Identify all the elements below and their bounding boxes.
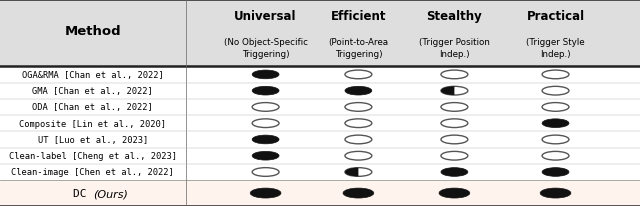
Wedge shape: [441, 87, 454, 96]
Circle shape: [345, 168, 372, 177]
Bar: [0, 180, 640, 206]
Text: (Trigger Style
Indep.): (Trigger Style Indep.): [526, 38, 585, 59]
Text: Universal: Universal: [234, 10, 297, 23]
Text: UT [Luo et al., 2023]: UT [Luo et al., 2023]: [38, 135, 148, 144]
Circle shape: [345, 71, 372, 79]
Circle shape: [441, 168, 468, 177]
Circle shape: [439, 188, 470, 198]
Circle shape: [252, 103, 279, 112]
Circle shape: [345, 87, 372, 96]
Circle shape: [542, 168, 569, 177]
Wedge shape: [345, 168, 358, 177]
Circle shape: [441, 71, 468, 79]
Circle shape: [252, 136, 279, 144]
Circle shape: [441, 87, 468, 96]
Text: OGA&RMA [Chan et al., 2022]: OGA&RMA [Chan et al., 2022]: [22, 71, 164, 80]
Text: Practical: Practical: [527, 10, 584, 23]
Circle shape: [441, 119, 468, 128]
Circle shape: [542, 87, 569, 96]
Circle shape: [252, 152, 279, 160]
Text: (No Object-Specific
Triggering): (No Object-Specific Triggering): [223, 38, 308, 59]
Circle shape: [345, 136, 372, 144]
Circle shape: [343, 188, 374, 198]
Circle shape: [441, 152, 468, 160]
Text: (Ours): (Ours): [93, 188, 127, 198]
Circle shape: [252, 168, 279, 177]
Text: Stealthy: Stealthy: [426, 10, 483, 23]
Circle shape: [542, 103, 569, 112]
Circle shape: [542, 136, 569, 144]
Circle shape: [250, 188, 281, 198]
Circle shape: [345, 119, 372, 128]
Text: Clean-label [Cheng et al., 2023]: Clean-label [Cheng et al., 2023]: [9, 151, 177, 160]
Circle shape: [345, 152, 372, 160]
Text: Method: Method: [65, 25, 121, 38]
Circle shape: [441, 103, 468, 112]
Bar: [0, 0, 640, 67]
Circle shape: [345, 103, 372, 112]
Text: DC: DC: [72, 188, 93, 198]
Text: (Point-to-Area
Triggering): (Point-to-Area Triggering): [328, 38, 388, 59]
Circle shape: [252, 71, 279, 79]
Text: Composite [Lin et al., 2020]: Composite [Lin et al., 2020]: [19, 119, 166, 128]
Circle shape: [441, 136, 468, 144]
Circle shape: [252, 119, 279, 128]
Text: ODA [Chan et al., 2022]: ODA [Chan et al., 2022]: [33, 103, 153, 112]
Text: (Trigger Position
Indep.): (Trigger Position Indep.): [419, 38, 490, 59]
Bar: [0, 67, 640, 180]
Text: Clean-image [Chen et al., 2022]: Clean-image [Chen et al., 2022]: [12, 168, 174, 177]
Text: Efficient: Efficient: [331, 10, 386, 23]
Circle shape: [542, 119, 569, 128]
Circle shape: [540, 188, 571, 198]
Circle shape: [542, 152, 569, 160]
Circle shape: [542, 71, 569, 79]
Circle shape: [252, 87, 279, 96]
Text: GMA [Chan et al., 2022]: GMA [Chan et al., 2022]: [33, 87, 153, 96]
